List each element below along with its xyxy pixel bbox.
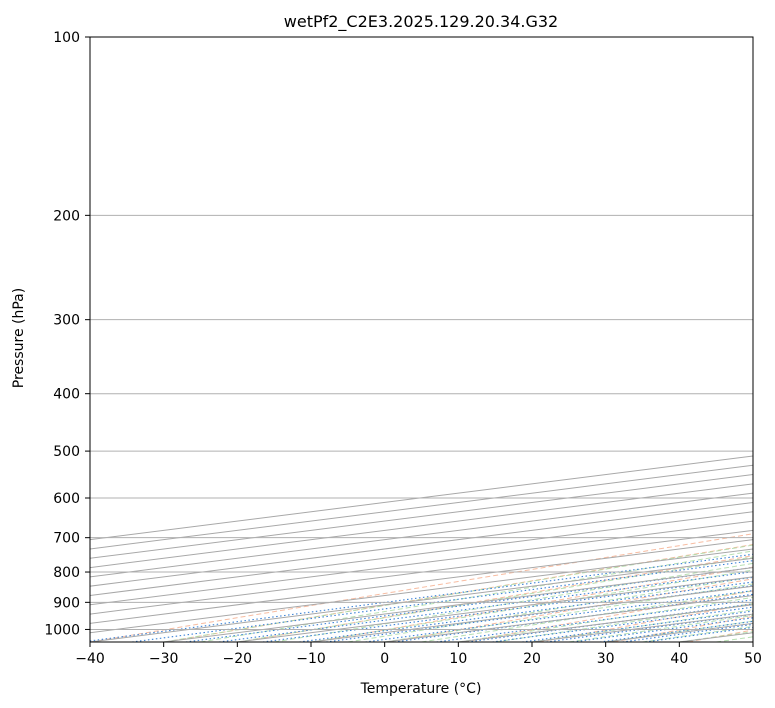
- x-tick-label: 10: [449, 651, 467, 667]
- isotherm: [90, 464, 753, 550]
- isotherm: [90, 501, 753, 587]
- mixing-ratio-line: [436, 599, 753, 642]
- plot-clip-group: [90, 37, 775, 642]
- moist-adiabat: [458, 596, 753, 642]
- y-tick-label: 200: [53, 208, 80, 224]
- mixing-ratio-line: [365, 590, 753, 642]
- x-tick-label: 50: [744, 651, 762, 667]
- isotherm: [310, 585, 753, 642]
- x-tick-label: −30: [149, 651, 179, 667]
- chart-title: wetPf2_C2E3.2025.129.20.34.G32: [284, 12, 558, 32]
- y-axis-label: Pressure (hPa): [11, 288, 27, 388]
- moist-adiabat: [310, 569, 753, 642]
- isotherm: [458, 604, 753, 642]
- x-tick-label: −10: [296, 651, 326, 667]
- y-tick-label: 600: [53, 491, 80, 507]
- y-tick-label: 900: [53, 595, 80, 611]
- isotherm: [90, 529, 753, 615]
- y-tick-label: 400: [53, 387, 80, 403]
- x-tick-label: 20: [523, 651, 541, 667]
- moist-adiabat: [421, 590, 753, 642]
- isotherm: [752, 641, 753, 642]
- y-tick-label: 1000: [44, 622, 80, 638]
- x-tick-label: 0: [380, 651, 389, 667]
- dry-adiabat: [165, 544, 753, 642]
- plot-area: 0.10.20.40.611.52346810131620253036-100-…: [90, 37, 775, 642]
- y-tick-label: 300: [53, 313, 80, 329]
- moist-adiabat: [568, 614, 753, 642]
- dry-adiabat: [90, 533, 753, 642]
- x-axis-label: Temperature (°C): [360, 681, 482, 697]
- dry-adiabat: [538, 602, 753, 642]
- dry-adiabat: [314, 566, 753, 642]
- moist-adiabat: [347, 576, 753, 642]
- x-tick-label: 40: [670, 651, 688, 667]
- mixing-ratio-line: [645, 626, 753, 642]
- axes-frame: [89, 36, 754, 643]
- axes: −40 −30 −20 −10 0 10 20 30 40 50 100 200 300 400 500 60…: [44, 30, 762, 667]
- dry-adiabat: [389, 578, 753, 642]
- moist-adiabat: [679, 631, 753, 642]
- y-tick-label: 500: [53, 444, 80, 460]
- isotherm: [163, 567, 753, 642]
- moist-adiabat: [716, 636, 753, 642]
- mixing-ratio-line: [90, 553, 753, 642]
- dry-adiabat: [763, 37, 775, 642]
- x-tick-label: −20: [223, 651, 253, 667]
- dry-adiabat: [613, 615, 753, 642]
- isotherm: [90, 511, 753, 596]
- y-tick-label: 800: [53, 565, 80, 581]
- isotherm: [679, 632, 753, 642]
- moist-adiabat: [163, 544, 753, 642]
- mixing-ratio-line: [325, 584, 753, 642]
- isotherm: [90, 520, 753, 606]
- moist-adiabat: [237, 556, 753, 642]
- mixing-ratio-line: [218, 571, 753, 642]
- moist-adiabat: [200, 550, 753, 642]
- mixing-ratio-line: [394, 593, 753, 642]
- y-tick-label: 700: [53, 531, 80, 547]
- dry-adiabat: [463, 590, 753, 642]
- isotherm: [90, 492, 753, 578]
- isotherm: [237, 576, 753, 642]
- moist-adiabat: [274, 562, 753, 642]
- isotherm: [90, 483, 753, 569]
- x-tick-label: −40: [75, 651, 105, 667]
- isotherm: [90, 557, 753, 642]
- y-tick-label: 100: [53, 30, 80, 46]
- dry-adiabat: [239, 555, 753, 642]
- isotherm: [90, 474, 753, 559]
- x-tick-label: 30: [597, 651, 615, 667]
- isotherm: [90, 539, 753, 624]
- mixing-ratio-line: [467, 603, 753, 642]
